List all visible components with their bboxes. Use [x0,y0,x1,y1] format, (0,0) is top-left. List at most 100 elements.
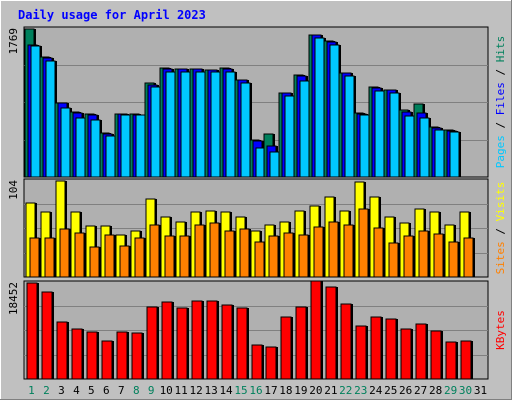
bar-kbytes-day-26 [400,328,413,380]
bar-kbytes-day-12 [191,300,204,380]
chart-title: Daily usage for April 2023 [18,8,206,22]
bar-sites-day-5-face [89,246,100,278]
bar-sites-day-13-face [209,222,220,278]
bar-sites-day-1 [29,237,41,278]
bar-kbytes-day-22-face [340,303,352,380]
bar-pages-day-19-face [299,80,310,178]
bar-kbytes-day-26-face [400,328,412,380]
x-tick-label-day-20: 20 [309,384,322,397]
series-name-sites: Sites [494,241,507,274]
bar-pages-day-8-face [135,114,146,178]
bar-sites-day-16-face [254,241,265,278]
bar-kbytes-day-23 [355,325,368,380]
x-tick-label-day-28: 28 [429,384,442,397]
bar-pages-day-15-face [240,82,251,178]
bar-sites-day-5 [89,246,101,278]
bar-kbytes-day-3 [56,321,69,380]
bar-pages-day-3-face [60,107,71,178]
bar-pages-day-2-face [45,60,56,178]
label-separator: / [494,115,507,135]
bar-sites-day-2 [44,237,56,278]
bar-sites-day-11-face [179,235,190,278]
bar-kbytes-day-6 [101,340,114,380]
bar-kbytes-day-29-face [445,341,457,380]
bar-kbytes-day-10-face [161,301,173,380]
bar-sites-day-3-face [59,228,70,278]
bar-kbytes-day-18 [280,316,293,380]
x-tick-label-day-24: 24 [369,384,383,397]
bar-kbytes-day-17 [265,346,278,380]
bar-kbytes-day-12-face [191,300,203,380]
bar-kbytes-day-2 [41,291,54,380]
bar-sites-day-17 [268,235,280,278]
bar-sites-day-27-face [418,230,429,278]
x-tick-label-day-15: 15 [234,384,247,397]
chart-panels: 1769 Pages / Files / Hits 104 Sites / Visit… [7,26,507,380]
bar-sites-day-19-face [298,234,309,278]
bar-sites-day-16 [254,241,266,278]
bar-kbytes-day-15-face [236,307,248,380]
bar-pages-day-6-face [105,135,116,178]
bar-sites-day-25 [388,242,400,278]
bar-sites-day-12-face [194,224,205,278]
x-tick-label-day-9: 9 [148,384,155,397]
bar-kbytes-day-6-face [101,340,113,380]
bar-sites-day-9-face [149,224,160,278]
bar-kbytes-day-23-face [355,325,367,380]
bar-kbytes-day-4-face [71,328,83,380]
x-tick-label-day-2: 2 [43,384,50,397]
x-tick-label-day-26: 26 [399,384,412,397]
y-max-label: 1769 [7,28,20,55]
bar-pages-day-23-face [359,114,370,178]
bar-pages-day-22-face [344,75,355,178]
bar-sites-day-7 [119,245,131,278]
bar-kbytes-day-4 [71,328,84,380]
x-tick-label-day-13: 13 [204,384,217,397]
series-name-hits: Hits [494,36,507,63]
bar-pages-day-18-face [284,95,295,178]
bar-sites-day-10 [164,235,176,278]
x-axis: 1 2 3 4 5 6 7 8 9 10 11 12 13 14 15 16 17 18 19 20 21 22 23 24 2… [28,384,487,397]
x-tick-label-day-25: 25 [384,384,397,397]
x-tick-label-day-22: 22 [339,384,352,397]
bar-pages-day-4-face [75,117,86,178]
bar-sites-day-12 [194,224,206,278]
panel-kbytes: 18452 KBytes [7,280,507,380]
bar-sites-day-23-face [358,208,369,278]
bar-sites-day-10-face [164,235,175,278]
bar-sites-day-26 [403,235,415,278]
bar-kbytes-day-13-face [206,300,218,380]
bar-pages-day-1-face [30,45,41,178]
bar-kbytes-day-8 [131,332,144,380]
bar-sites-day-21 [328,221,340,278]
y-max-label: 104 [7,180,20,200]
y-max-label: 18452 [7,282,20,315]
panel-visits-sites: 104 Sites / Visits [7,178,507,278]
bar-kbytes-day-30 [460,340,473,380]
bar-kbytes-day-16-face [251,344,263,380]
bar-kbytes-day-20-face [310,280,322,380]
x-tick-label-day-3: 3 [58,384,65,397]
x-tick-label-day-16: 16 [249,384,262,397]
bar-sites-day-22 [343,224,355,278]
bar-sites-day-29 [448,241,460,278]
bar-kbytes-day-30-face [460,340,472,380]
bar-kbytes-day-24 [370,316,383,380]
label-separator: / [494,221,507,241]
bar-kbytes-day-18-face [280,316,292,380]
x-tick-label-day-12: 12 [190,384,203,397]
bar-sites-day-14 [224,230,236,278]
bar-sites-day-13 [209,222,221,278]
x-tick-label-day-10: 10 [160,384,173,397]
bar-pages-day-17-face [269,151,280,178]
bar-kbytes-day-5-face [86,331,98,380]
bar-pages-day-25-face [389,92,400,178]
x-tick-label-day-29: 29 [444,384,457,397]
bar-kbytes-day-13 [206,300,219,380]
bar-pages-day-14-face [225,71,236,178]
panel-hits-files-pages: 1769 Pages / Files / Hits [7,26,507,178]
bar-sites-day-11 [179,235,191,278]
bar-sites-day-19 [298,234,310,278]
series-label: Sites / Visits [494,182,507,275]
